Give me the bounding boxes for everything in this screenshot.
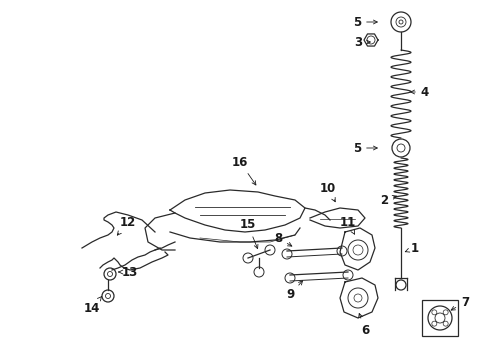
Text: 2: 2 [380, 194, 396, 207]
Text: 3: 3 [354, 36, 370, 49]
Text: 11: 11 [340, 216, 356, 234]
Text: 5: 5 [353, 141, 377, 154]
Text: 16: 16 [232, 156, 256, 185]
Text: 7: 7 [451, 296, 469, 310]
Text: 5: 5 [353, 15, 377, 28]
Text: 1: 1 [405, 242, 419, 255]
Text: 12: 12 [117, 216, 136, 235]
Text: 14: 14 [84, 297, 101, 315]
Text: 6: 6 [359, 314, 369, 337]
Text: 8: 8 [274, 231, 292, 246]
Text: 4: 4 [411, 85, 429, 99]
Text: 9: 9 [286, 281, 302, 302]
Bar [422, 300, 458, 336]
Text: 15: 15 [240, 219, 258, 248]
Text: 13: 13 [119, 266, 138, 279]
Text: 10: 10 [320, 181, 336, 202]
